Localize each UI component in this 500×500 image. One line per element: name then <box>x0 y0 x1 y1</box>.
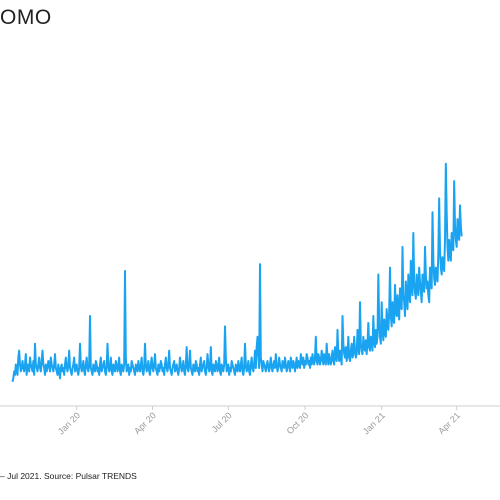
x-tick-label: Oct 20 <box>285 410 311 436</box>
x-tick-label: Jan 20 <box>56 410 82 436</box>
series-line-0 <box>11 162 463 383</box>
x-tick-label: Apr 21 <box>436 410 462 436</box>
chart-title: OMO <box>0 6 52 29</box>
x-tick-label: Jul 20 <box>210 410 234 434</box>
x-tick-layer: Jan 20 Apr 20 Jul 20 Oct 20 Jan 21 Apr 21 <box>56 406 462 437</box>
x-tick-label: Jan 21 <box>361 410 387 436</box>
x-tick-label: Apr 20 <box>132 410 158 436</box>
series-layer <box>11 162 463 383</box>
source-note: – Jul 2021. Source: Pulsar TRENDS <box>0 471 137 481</box>
